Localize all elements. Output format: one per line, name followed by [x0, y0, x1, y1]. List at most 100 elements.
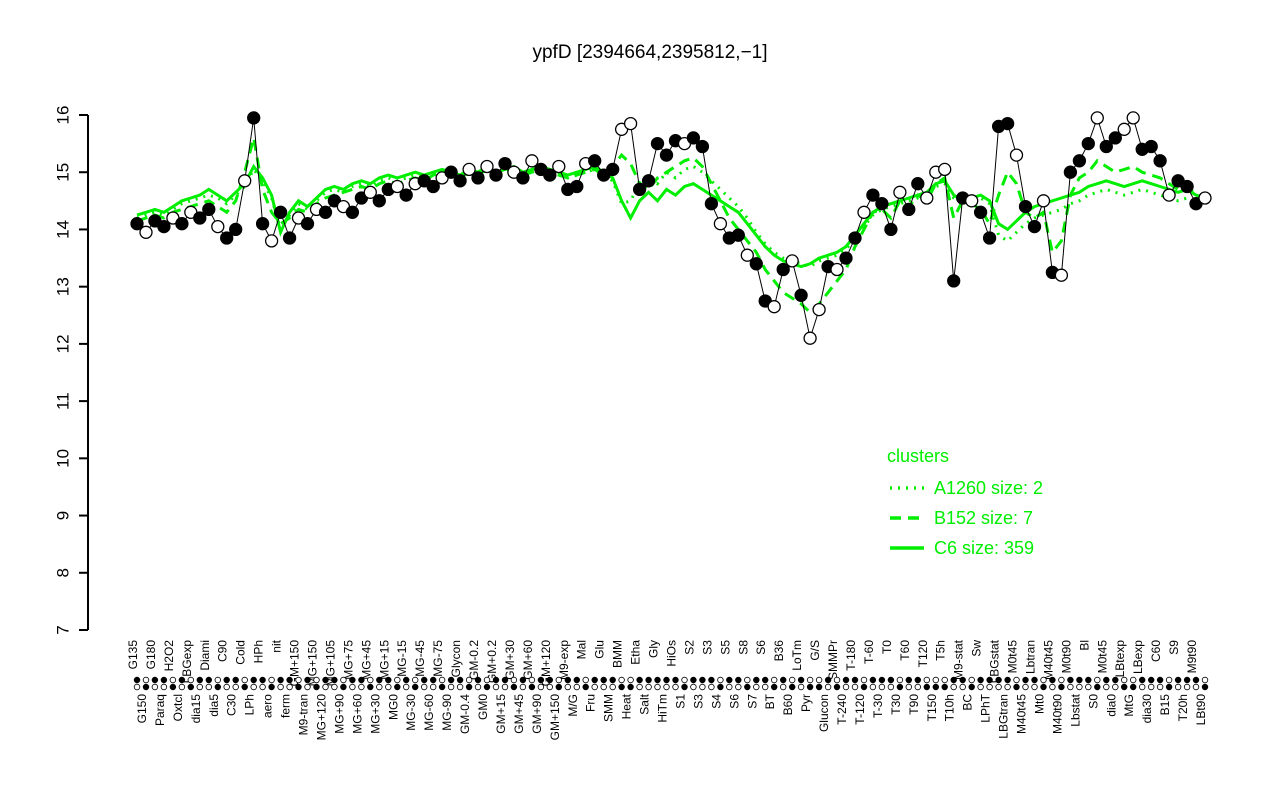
rug-dot [717, 683, 724, 691]
rug-dot [187, 683, 194, 691]
cluster-legend: clusters A1260 size: 2 B152 size: 7 C6 size… [887, 446, 1043, 558]
x-axis-label: S2 [682, 640, 696, 655]
x-axis-label: M9t90 [1185, 640, 1199, 674]
rug-dot [690, 676, 697, 684]
rug-dot [600, 676, 607, 684]
rug-dot [537, 683, 545, 691]
rug-dot [645, 676, 652, 684]
data-point [749, 257, 763, 271]
x-axis-label: G150 [135, 694, 149, 724]
x-axis-label: C60 [1149, 640, 1163, 662]
data-point [193, 211, 207, 225]
data-point [345, 205, 360, 219]
x-axis-label: SMM [602, 694, 616, 722]
rug-dot [726, 683, 733, 691]
x-axis-label: T-30 [871, 694, 885, 718]
x-axis-label: Glycon [449, 640, 463, 677]
rug-dot [699, 683, 706, 691]
rug-dot [869, 683, 877, 691]
rug-dot [896, 683, 904, 691]
data-point [1108, 131, 1122, 145]
rug-dot [1022, 676, 1029, 684]
rug-dot [672, 683, 679, 691]
x-axis-label: T-180 [844, 640, 858, 671]
rug-dot [744, 683, 751, 691]
rug-dot [968, 683, 975, 691]
rug-dot [690, 683, 697, 691]
rug-dot [771, 676, 778, 684]
data-point [390, 179, 404, 194]
x-axis-label: LBtexp [1113, 640, 1127, 678]
data-point [740, 248, 754, 262]
x-axis-label: Gly [647, 640, 661, 658]
rug-dot [1183, 683, 1191, 691]
data-point [632, 182, 647, 197]
rug-dot [1120, 683, 1128, 691]
x-axis-label: S6 [727, 694, 741, 709]
x-axis-label: LPhT [979, 693, 993, 722]
rug-dot [1147, 676, 1155, 684]
legend-item-label: C6 size: 359 [934, 538, 1034, 558]
x-axis-label: GM+60 [521, 640, 535, 680]
data-point [300, 217, 315, 231]
rug-dot [178, 676, 186, 684]
rug-dot [717, 676, 724, 684]
rug-dot [187, 676, 194, 684]
x-axis-label: M0t45 [1006, 640, 1020, 674]
data-point [973, 205, 988, 219]
rug-dot [394, 683, 401, 691]
data-point [238, 174, 252, 188]
data-point [462, 162, 476, 177]
data-point [920, 191, 934, 205]
data-point [130, 217, 144, 231]
rug-dot [573, 676, 580, 684]
rug-dot [591, 683, 598, 691]
x-axis-label: BMM [611, 640, 625, 668]
rug-dot [636, 683, 643, 691]
data-point [704, 197, 719, 211]
data-point [1198, 191, 1212, 205]
x-axis-label: C90 [216, 640, 230, 662]
x-axis-label: M9-exp [557, 640, 571, 680]
rug-dot [1156, 676, 1164, 684]
x-axis-label: Lbtran [1024, 640, 1038, 674]
rug-dot [519, 683, 527, 691]
rug-dot [241, 676, 248, 684]
x-axis-label: nit [270, 639, 284, 652]
data-point [659, 148, 674, 162]
rug-dot [681, 683, 688, 691]
x-axis-label: S5 [718, 640, 732, 655]
rug-dot [474, 683, 482, 691]
x-axis-label: S6 [754, 640, 768, 655]
data-point [776, 262, 790, 277]
x-axis-label: LBGexp [180, 640, 194, 684]
rug-dot [205, 683, 212, 691]
rug-dot [376, 676, 383, 684]
rug-dot [1147, 683, 1155, 691]
x-axis-label: MG-75 [431, 640, 445, 677]
x-axis-label: T-120 [853, 694, 867, 725]
x-axis-label: LoTm [790, 640, 804, 671]
x-axis-label: LBexp [1131, 640, 1145, 674]
data-point [570, 179, 584, 194]
rug-dot [1183, 676, 1191, 684]
rug-dot [663, 683, 670, 691]
rug-dot [465, 676, 473, 684]
rug-dot [618, 676, 625, 684]
data-point [623, 116, 638, 131]
rug-dot [797, 676, 805, 684]
rug-dot [160, 676, 168, 684]
data-point [282, 231, 297, 245]
rug-dot [331, 683, 338, 691]
rug-dot [223, 676, 230, 684]
data-point [157, 219, 171, 234]
y-axis-tick-label: 13 [53, 277, 72, 296]
rug-dot [358, 676, 365, 684]
x-axis-label: HPh [252, 640, 266, 663]
rug-dot [1049, 676, 1056, 684]
x-axis-label: Mal [575, 640, 589, 659]
x-axis-label: HiOs [665, 640, 679, 667]
rug-dot [510, 683, 518, 691]
rug-dot [456, 683, 464, 691]
rug-dot [430, 676, 437, 684]
